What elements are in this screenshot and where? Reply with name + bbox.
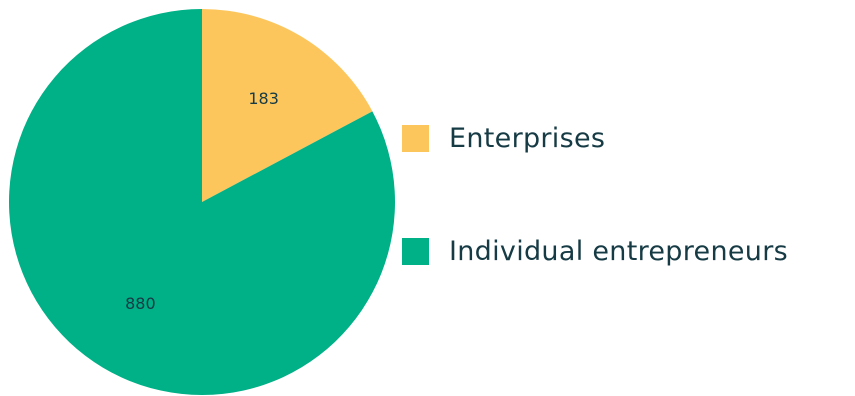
slice-value-label-enterprises: 183 (248, 89, 279, 108)
pie-chart: 183 880 (8, 9, 395, 395)
legend: Enterprises Individual entrepreneurs (402, 110, 852, 279)
legend-label-enterprises: Enterprises (449, 122, 606, 154)
legend-swatch-enterprises (402, 124, 429, 152)
slice-value-label-individual-entrepreneurs: 880 (125, 294, 156, 313)
pie-slice-enterprises (202, 9, 373, 202)
legend-swatch-individual-entrepreneurs (402, 237, 429, 265)
legend-item-enterprises: Enterprises (402, 110, 852, 166)
pie-slice-individual-entrepreneurs (8, 9, 395, 395)
legend-item-individual-entrepreneurs: Individual entrepreneurs (402, 223, 852, 279)
legend-label-individual-entrepreneurs: Individual entrepreneurs (449, 235, 788, 267)
